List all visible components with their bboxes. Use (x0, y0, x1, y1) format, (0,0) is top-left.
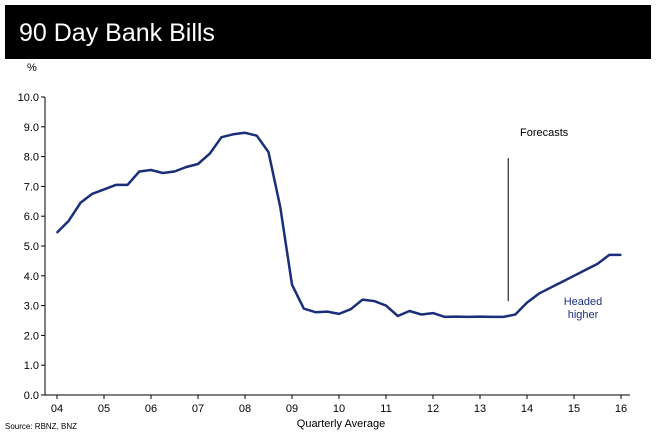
data-point (173, 170, 176, 173)
data-point (514, 313, 517, 316)
data-point (502, 316, 505, 318)
data-point (209, 152, 211, 155)
data-points (56, 132, 622, 318)
x-tick-label: 12 (427, 403, 439, 415)
data-point (267, 151, 270, 153)
data-point (279, 206, 282, 209)
forecasts-annotation: Forecasts (520, 127, 569, 139)
data-point (479, 315, 481, 318)
data-point (220, 136, 223, 138)
data-point (244, 132, 246, 134)
x-tick-label: 07 (192, 403, 204, 415)
y-axis-label: % (27, 62, 37, 74)
data-point (573, 275, 575, 277)
y-tick-label: 7.0 (24, 181, 39, 193)
data-point (467, 316, 470, 318)
x-tick-label: 05 (98, 403, 110, 415)
x-tick-label: 09 (286, 403, 298, 415)
data-point (373, 300, 376, 302)
y-tick-label: 3.0 (24, 301, 39, 313)
data-point (408, 310, 411, 312)
data-point (385, 304, 387, 307)
y-tick-label: 5.0 (24, 241, 39, 253)
x-axis-label: Quarterly Average (297, 418, 385, 430)
data-point (432, 312, 434, 314)
data-point (526, 301, 528, 304)
data-point (596, 263, 599, 265)
x-tick-label: 10 (333, 403, 345, 415)
headed-annotation-line1: Headed (564, 296, 603, 308)
x-tick-label: 06 (145, 403, 157, 415)
data-point (303, 307, 305, 310)
data-point (491, 316, 493, 318)
axes (41, 96, 630, 399)
data-point (56, 231, 58, 234)
y-tick-label: 9.0 (24, 122, 39, 134)
x-tick-label: 04 (51, 403, 63, 415)
data-point (162, 172, 164, 174)
y-tick-label: 0.0 (24, 390, 39, 402)
data-point (561, 281, 564, 283)
x-tick-labels: 04 05 06 07 08 09 10 11 12 13 14 15 16 (51, 403, 627, 415)
headed-annotation-line2: higher (568, 309, 599, 321)
data-point (549, 286, 552, 289)
y-tick-label: 10.0 (18, 92, 39, 104)
title-bar: 90 Day Bank Bills (5, 5, 651, 59)
series-line (56, 131, 621, 319)
y-tick-labels: 0.0 1.0 2.0 3.0 4.0 5.0 6.0 7.0 8.0 9.0 10.0 (18, 92, 39, 402)
x-tick-label: 08 (239, 403, 251, 415)
y-tick-label: 2.0 (24, 330, 39, 342)
source-note: Source: RBNZ, BNZ (5, 422, 77, 431)
x-tick-label: 14 (521, 403, 533, 415)
data-point (397, 315, 399, 317)
y-tick-label: 4.0 (24, 271, 39, 283)
data-point (150, 169, 152, 171)
data-point (255, 134, 258, 137)
y-tick-label: 8.0 (24, 152, 39, 164)
x-tick-label: 11 (380, 403, 391, 415)
data-point (444, 316, 446, 318)
data-point (608, 254, 611, 256)
y-tick-label: 1.0 (24, 360, 39, 372)
data-point (420, 313, 423, 316)
data-point (79, 202, 82, 204)
data-point (314, 311, 317, 314)
data-point (185, 166, 188, 168)
data-point (350, 308, 352, 311)
data-point (361, 298, 364, 301)
data-point (585, 269, 587, 271)
data-point (91, 193, 94, 195)
page-title: 90 Day Bank Bills (19, 19, 215, 47)
data-point (232, 133, 235, 136)
data-point (138, 170, 141, 173)
x-tick-label: 13 (474, 403, 486, 415)
data-point (338, 313, 340, 315)
data-point (126, 184, 129, 186)
data-point (538, 292, 540, 295)
x-tick-label: 15 (568, 403, 580, 415)
data-point (197, 163, 199, 165)
data-point (68, 219, 70, 222)
data-point (291, 283, 293, 286)
y-tick-label: 6.0 (24, 211, 39, 223)
data-point (620, 254, 622, 256)
x-tick-label: 16 (615, 403, 627, 415)
data-point (326, 310, 329, 313)
data-point (115, 184, 117, 186)
data-point (455, 315, 458, 318)
data-point (103, 188, 105, 191)
